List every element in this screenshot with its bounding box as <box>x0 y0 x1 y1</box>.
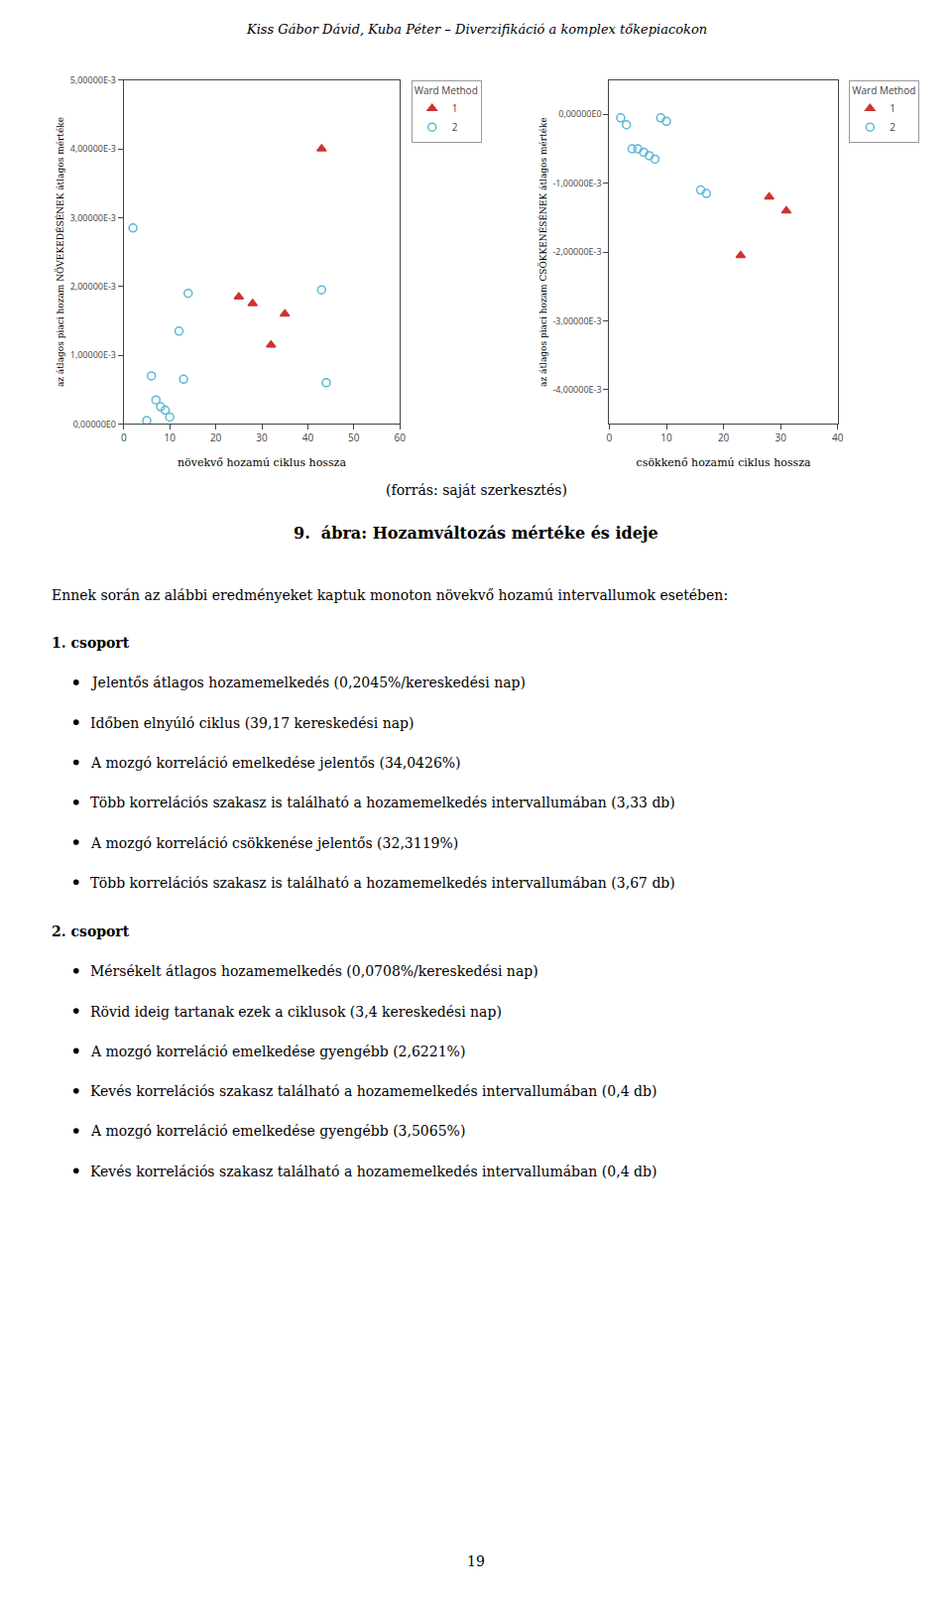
svg-text:Rövid ideig tartanak ezek a ci: Rövid ideig tartanak ezek a ciklusok (3,… <box>90 1003 502 1020</box>
svg-text:9. ábra: Hozamváltozás mérték: 9. ábra: Hozamváltozás mértéke és ideje <box>293 523 659 543</box>
svg-text:19: 19 <box>467 1552 485 1569</box>
svg-text:3,00000E-3: 3,00000E-3 <box>70 211 117 225</box>
svg-text:A mozgó korreláció csökkenése: A mozgó korreláció csökkenése jelentős (… <box>90 834 459 851</box>
svg-text:Ward Method: Ward Method <box>414 83 478 98</box>
svg-text:A mozgó korreláció emelkedése: A mozgó korreláció emelkedése jelentős (… <box>90 754 462 771</box>
svg-text:1: 1 <box>889 101 896 116</box>
svg-text:az átlagos piaci hozam NÖVEKED: az átlagos piaci hozam NÖVEKEDÉSÉNEK átl… <box>54 117 66 387</box>
svg-text:50: 50 <box>348 430 360 445</box>
svg-text:Több korrelációs szakasz is ta: Több korrelációs szakasz is található a … <box>90 794 676 811</box>
svg-text:-4,00000E-3: -4,00000E-3 <box>552 382 601 396</box>
svg-text:-2,00000E-3: -2,00000E-3 <box>552 244 601 258</box>
svg-text:Ennek során az alábbi eredmény: Ennek során az alábbi eredményeket kaptu… <box>51 587 728 603</box>
svg-text:Kevés korrelációs szakasz talá: Kevés korrelációs szakasz található a ho… <box>90 1082 657 1099</box>
svg-text:10: 10 <box>660 430 673 445</box>
svg-text:30: 30 <box>255 430 268 445</box>
svg-text:4,00000E-3: 4,00000E-3 <box>70 141 117 155</box>
svg-text:2,00000E-3: 2,00000E-3 <box>70 279 117 293</box>
svg-text:Ward Method: Ward Method <box>851 83 916 98</box>
svg-text:1: 1 <box>452 101 459 116</box>
svg-text:Több korrelációs szakasz is ta: Több korrelációs szakasz is található a … <box>90 874 676 891</box>
svg-text:0,00000E0: 0,00000E0 <box>73 417 117 431</box>
svg-text:0: 0 <box>606 430 613 445</box>
svg-text:0,00000E0: 0,00000E0 <box>558 107 601 120</box>
svg-text:Kiss Gábor Dávid, Kuba Péter –: Kiss Gábor Dávid, Kuba Péter – Diverzifi… <box>245 21 708 37</box>
svg-text:30: 30 <box>774 430 787 445</box>
svg-text:40: 40 <box>302 430 315 445</box>
svg-text:60: 60 <box>393 430 406 445</box>
svg-text:az átlagos piaci hozam CSÖKKEN: az átlagos piaci hozam CSÖKKENÉSÉNEK átl… <box>537 117 549 387</box>
svg-text:40: 40 <box>832 430 844 445</box>
svg-text:10: 10 <box>163 430 176 445</box>
svg-text:csökkenő hozamú ciklus hossza: csökkenő hozamú ciklus hossza <box>636 456 812 470</box>
svg-text:növekvő hozamú ciklus hossza: növekvő hozamú ciklus hossza <box>177 456 347 470</box>
svg-text:(forrás: saját szerkesztés): (forrás: saját szerkesztés) <box>385 481 568 498</box>
svg-text:20: 20 <box>717 430 730 445</box>
svg-text:A mozgó korreláció emelkedése: A mozgó korreláció emelkedése gyengébb (… <box>90 1043 466 1060</box>
svg-text:Jelentős átlagos hozamemelkedé: Jelentős átlagos hozamemelkedés (0,2045%… <box>90 674 526 691</box>
svg-text:A mozgó korreláció emelkedése: A mozgó korreláció emelkedése gyengébb (… <box>90 1122 466 1139</box>
svg-text:Időben elnyúló ciklus (39,17 k: Időben elnyúló ciklus (39,17 kereskedési… <box>90 714 414 731</box>
svg-text:Mérsékelt átlagos hozamemelked: Mérsékelt átlagos hozamemelkedés (0,0708… <box>90 962 539 979</box>
svg-text:1,00000E-3: 1,00000E-3 <box>70 348 117 361</box>
svg-text:2. csoport: 2. csoport <box>51 923 130 940</box>
svg-text:-3,00000E-3: -3,00000E-3 <box>552 314 601 328</box>
svg-text:20: 20 <box>210 430 223 445</box>
svg-text:-1,00000E-3: -1,00000E-3 <box>552 176 601 190</box>
svg-text:2: 2 <box>889 119 896 134</box>
svg-text:0: 0 <box>120 430 127 445</box>
svg-text:2: 2 <box>452 119 459 134</box>
svg-text:1. csoport: 1. csoport <box>51 634 130 651</box>
svg-text:Kevés korrelációs szakasz talá: Kevés korrelációs szakasz található a ho… <box>90 1163 657 1180</box>
svg-text:5,00000E-3: 5,00000E-3 <box>70 73 117 87</box>
